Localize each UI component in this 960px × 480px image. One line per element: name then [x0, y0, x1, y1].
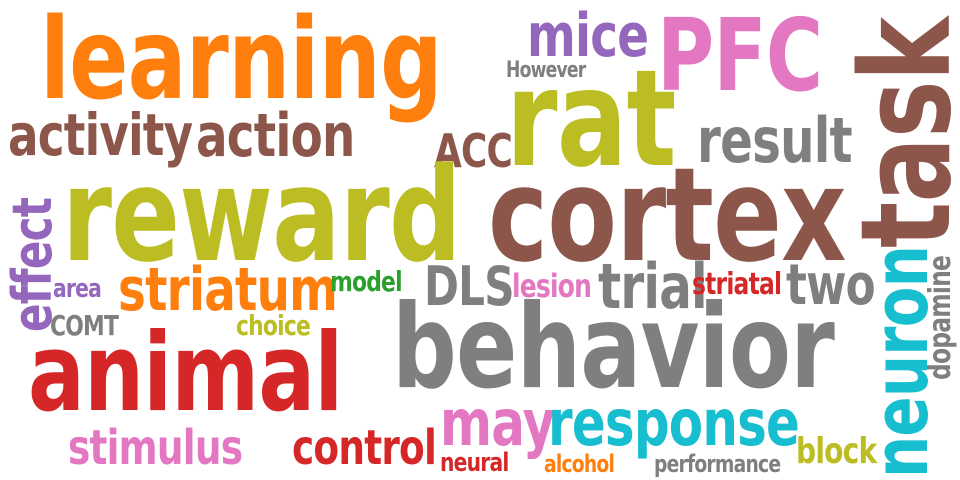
word-however: However [506, 58, 586, 83]
word-rat: rat [506, 41, 676, 197]
word-response: response [548, 387, 800, 461]
word-comt: COMT [50, 309, 119, 342]
word-two: two [786, 253, 876, 318]
word-neural: neural [440, 448, 509, 478]
word-behavior: behavior [392, 280, 835, 415]
word-reward: reward [62, 139, 462, 291]
word-cortex: cortex [488, 139, 847, 291]
word-stimulus: stimulus [68, 420, 243, 476]
word-choice: choice [236, 309, 311, 342]
word-striatum: striatum [118, 255, 338, 325]
word-performance: performance [654, 450, 781, 478]
word-mice: mice [527, 1, 649, 71]
word-result: result [697, 104, 853, 177]
word-lesion: lesion [512, 267, 592, 305]
word-action: action [196, 101, 355, 171]
word-acc: ACC [434, 124, 513, 178]
word-pfc: PFC [657, 0, 823, 114]
word-block: block [796, 431, 877, 472]
word-activity: activity [8, 101, 193, 169]
word-trial: trial [598, 250, 708, 323]
word-animal: animal [28, 311, 343, 436]
word-model: model [330, 265, 403, 298]
word-may: may [440, 387, 555, 461]
word-area: area [53, 274, 102, 304]
word-dopamine: dopamine [923, 255, 958, 380]
word-learning: learning [40, 0, 443, 125]
word-alcohol: alcohol [544, 450, 615, 478]
word-control: control [292, 420, 437, 476]
word-task: task [835, 17, 960, 249]
word-striatal: striatal [692, 267, 782, 302]
word-dls: DLS [424, 255, 515, 318]
